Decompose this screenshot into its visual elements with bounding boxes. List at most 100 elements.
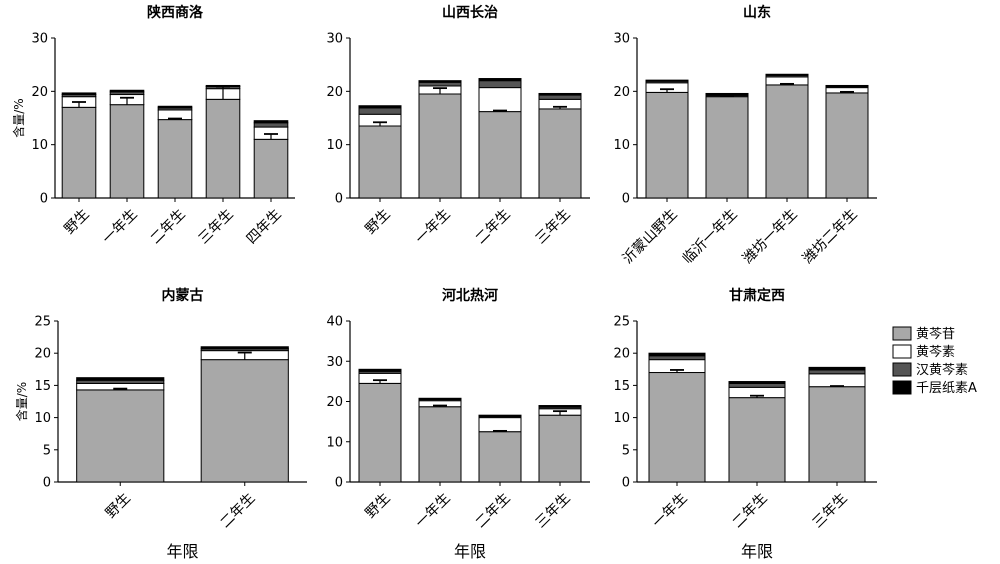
x-tick-label: 潍坊一年生 <box>740 206 801 267</box>
y-tick-label: 20 <box>34 347 51 362</box>
y-tick-label: 30 <box>326 32 343 47</box>
x-tick-label: 一年生 <box>413 490 454 531</box>
bar-segment <box>61 106 97 199</box>
y-tick-label: 20 <box>326 395 343 410</box>
legend-item: 汉黄芩素 <box>892 362 968 378</box>
legend-item: 黄芩苷 <box>892 326 955 342</box>
bar-segment <box>109 89 145 93</box>
x-tick-label: 三年生 <box>810 490 851 531</box>
bar-segment <box>61 92 97 96</box>
bar-segment <box>645 79 689 82</box>
bar-segment <box>765 84 809 199</box>
x-tick-label: 一年生 <box>413 206 454 247</box>
bar-segment <box>358 125 402 199</box>
bar-segment <box>157 119 193 199</box>
chart-title: 河北热河 <box>442 287 498 304</box>
x-tick-label: 三年生 <box>196 206 237 247</box>
y-tick-label: 30 <box>31 32 48 47</box>
y-tick-label: 25 <box>34 315 51 330</box>
bar-segment <box>705 96 749 199</box>
bar-segment <box>808 373 866 388</box>
y-tick-label: 5 <box>622 443 630 458</box>
bar-segment <box>538 92 582 96</box>
bar-segment <box>765 73 809 76</box>
y-tick-label: 0 <box>622 192 630 207</box>
x-axis-label: 年限 <box>166 542 198 561</box>
bar-segment <box>200 359 289 483</box>
legend-swatch-wogonin <box>892 362 912 377</box>
x-tick-label: 一年生 <box>650 490 691 531</box>
y-tick-label: 10 <box>613 411 630 426</box>
bar-segment <box>728 382 786 388</box>
y-tick-label: 30 <box>613 32 630 47</box>
x-axis-label: 年限 <box>454 542 486 561</box>
bar-segment <box>808 366 866 371</box>
y-tick-label: 20 <box>326 85 343 100</box>
y-tick-label: 0 <box>622 476 630 491</box>
bar-segment <box>358 368 402 372</box>
x-tick-label: 一年生 <box>100 206 141 247</box>
bar-segment <box>705 92 749 96</box>
y-tick-label: 25 <box>613 315 630 330</box>
bar-segment <box>76 377 165 381</box>
legend-label: 汉黄芩素 <box>916 363 968 378</box>
legend: 黄芩苷 黄芩素 汉黄芩素 千层纸素A <box>892 326 977 396</box>
y-axis-label: 含量/% <box>11 98 26 137</box>
y-tick-label: 10 <box>326 138 343 153</box>
legend-label: 黄芩苷 <box>916 327 955 342</box>
x-tick-label: 三年生 <box>533 206 574 247</box>
bar-segment <box>418 80 462 83</box>
legend-label: 黄芩素 <box>916 345 955 360</box>
legend-swatch-oroxylin-a <box>892 380 912 395</box>
y-tick-label: 0 <box>40 192 48 207</box>
bar-segment <box>478 80 522 89</box>
x-tick-label: 二年生 <box>473 206 514 247</box>
bar-segment <box>157 105 193 109</box>
legend-swatch-baicalin <box>892 326 912 341</box>
legend-item: 千层纸素A <box>892 380 977 396</box>
y-tick-label: 15 <box>613 379 630 394</box>
chart-title: 山东 <box>743 4 771 21</box>
legend-label: 千层纸素A <box>916 381 977 396</box>
y-tick-label: 10 <box>34 411 51 426</box>
y-tick-label: 10 <box>31 138 48 153</box>
y-axis-label: 含量/% <box>14 382 29 421</box>
y-tick-label: 40 <box>326 315 343 330</box>
bar-segment <box>478 417 522 433</box>
chart-title: 山西长治 <box>442 4 498 21</box>
x-tick-label: 潍坊二年生 <box>800 206 861 267</box>
bar-segment <box>205 98 241 199</box>
y-tick-label: 15 <box>34 379 51 394</box>
bar-segment <box>648 352 706 357</box>
bar-segment <box>358 105 402 109</box>
bar-segment <box>418 81 462 87</box>
bar-segment <box>825 92 869 199</box>
y-tick-label: 10 <box>613 138 630 153</box>
bar-segment <box>418 397 462 400</box>
x-tick-label: 二年生 <box>730 490 771 531</box>
bar-segment <box>253 122 289 128</box>
chart-panel: 山西长治 0 10 20 30 野生 一年生 二年生 三年生 <box>326 4 590 247</box>
bar-segment <box>253 138 289 199</box>
bar-segment <box>200 346 289 350</box>
bar-segment <box>358 107 402 115</box>
x-tick-label: 野生 <box>61 206 92 237</box>
bar-segment <box>478 78 522 82</box>
legend-item: 黄芩素 <box>892 344 955 360</box>
bar-segment <box>648 355 706 361</box>
bar-segment <box>538 414 582 483</box>
bar-segment <box>76 389 165 483</box>
chart-title: 甘肃定西 <box>729 287 785 304</box>
bar-segment <box>418 93 462 199</box>
bar-segment <box>478 431 522 483</box>
bar-segment <box>538 108 582 199</box>
x-tick-label: 三年生 <box>533 490 574 531</box>
bar-segment <box>478 87 522 113</box>
bar-segment <box>825 84 869 88</box>
bar-segment <box>808 386 866 483</box>
y-tick-label: 0 <box>335 192 343 207</box>
x-tick-label: 野生 <box>362 490 393 521</box>
bar-segment <box>478 111 522 199</box>
